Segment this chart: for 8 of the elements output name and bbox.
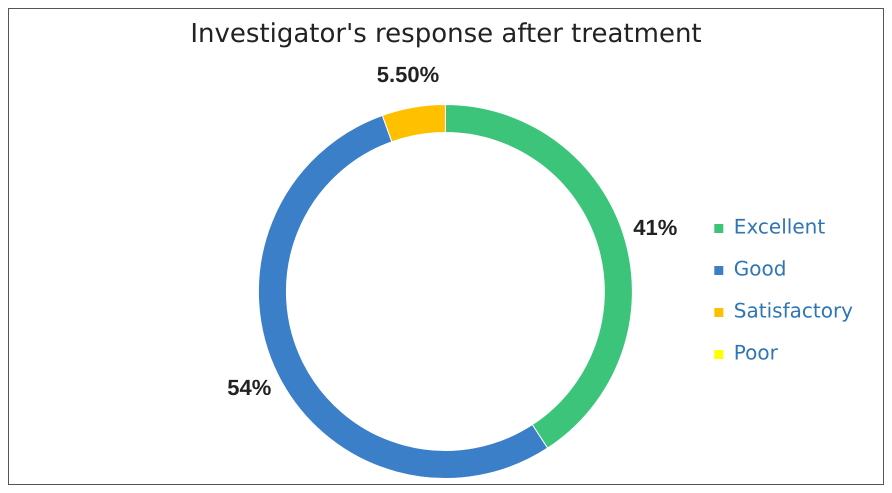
legend-label: Good: [734, 256, 786, 281]
data-label: 41%: [633, 215, 678, 240]
data-label: 54%: [227, 375, 272, 400]
legend-label: Poor: [734, 340, 779, 365]
chart-title: Investigator's response after treatment: [189, 18, 703, 51]
legend-label: Satisfactory: [734, 298, 854, 323]
legend-label: Excellent: [734, 214, 826, 239]
data-label: 5.50%: [376, 62, 440, 87]
